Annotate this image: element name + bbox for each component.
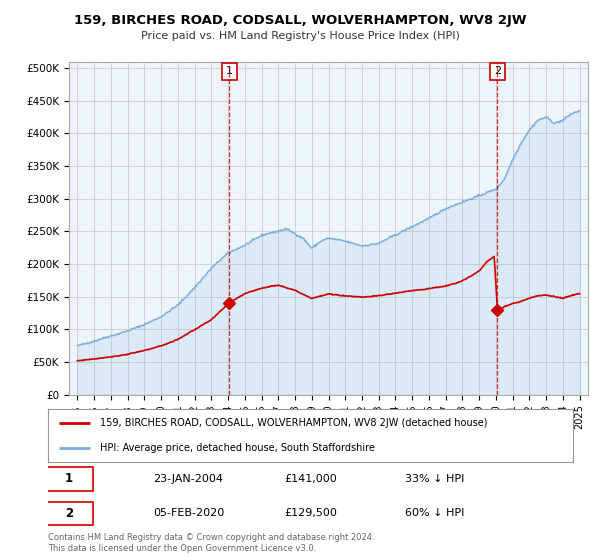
Text: HPI: Average price, detached house, South Staffordshire: HPI: Average price, detached house, Sout… xyxy=(101,442,376,452)
FancyBboxPatch shape xyxy=(46,502,92,525)
Text: 1: 1 xyxy=(65,473,73,486)
Text: Contains HM Land Registry data © Crown copyright and database right 2024.
This d: Contains HM Land Registry data © Crown c… xyxy=(48,533,374,553)
Text: 1: 1 xyxy=(226,67,233,76)
Text: Price paid vs. HM Land Registry's House Price Index (HPI): Price paid vs. HM Land Registry's House … xyxy=(140,31,460,41)
Text: 05-FEB-2020: 05-FEB-2020 xyxy=(153,508,224,518)
Text: 23-JAN-2004: 23-JAN-2004 xyxy=(153,474,223,484)
Text: 159, BIRCHES ROAD, CODSALL, WOLVERHAMPTON, WV8 2JW: 159, BIRCHES ROAD, CODSALL, WOLVERHAMPTO… xyxy=(74,14,526,27)
Text: 159, BIRCHES ROAD, CODSALL, WOLVERHAMPTON, WV8 2JW (detached house): 159, BIRCHES ROAD, CODSALL, WOLVERHAMPTO… xyxy=(101,418,488,428)
Text: 2: 2 xyxy=(65,507,73,520)
Text: 33% ↓ HPI: 33% ↓ HPI xyxy=(405,474,464,484)
FancyBboxPatch shape xyxy=(46,468,92,491)
Text: £129,500: £129,500 xyxy=(284,508,337,518)
Text: 60% ↓ HPI: 60% ↓ HPI xyxy=(405,508,464,518)
Text: £141,000: £141,000 xyxy=(284,474,337,484)
Text: 2: 2 xyxy=(494,67,501,76)
